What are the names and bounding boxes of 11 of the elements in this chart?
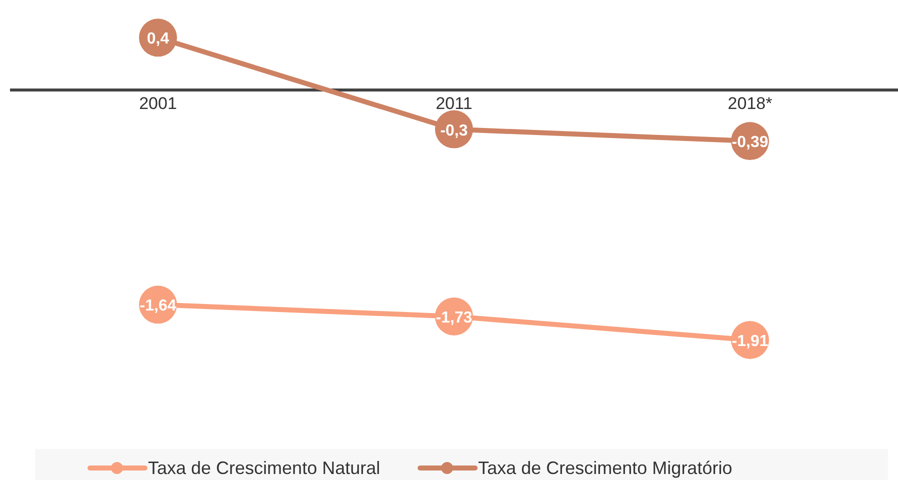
data-label: -0,39: [732, 134, 768, 152]
data-label: -1,73: [436, 309, 472, 326]
legend-label: Taxa de Crescimento Migratório: [478, 458, 732, 478]
data-label: -1,64: [140, 298, 176, 315]
x-tick-label: 2011: [436, 94, 472, 113]
x-tick-label: 2001: [139, 94, 177, 113]
data-label: -0,3: [440, 122, 468, 140]
x-tick-label: 2018*: [728, 94, 773, 113]
data-label: -1,91: [732, 333, 768, 350]
data-label: 0,4: [146, 30, 170, 48]
legend-label: Taxa de Crescimento Natural: [148, 458, 380, 478]
